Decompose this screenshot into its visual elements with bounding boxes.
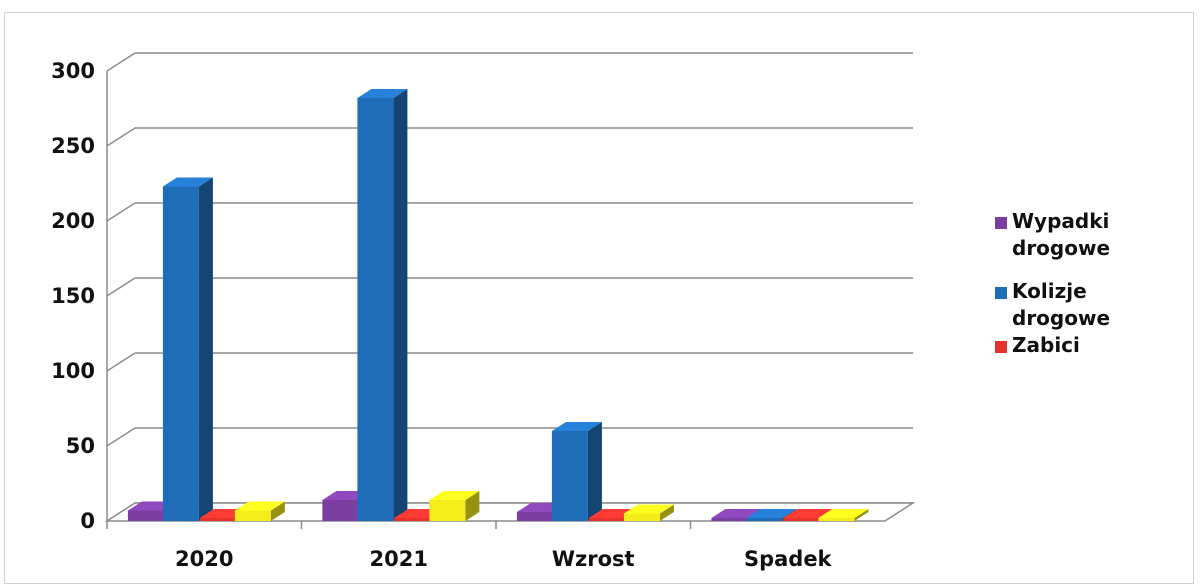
y-tick-label: 300 xyxy=(51,59,95,83)
bar-side xyxy=(270,501,285,521)
bar-front xyxy=(783,518,820,521)
x-category-label: 2021 xyxy=(370,547,428,571)
legend-item: Kolizje drogowe xyxy=(995,278,1182,332)
chart-frame xyxy=(4,12,1194,584)
legend-swatch xyxy=(995,341,1007,353)
x-category-label: 2020 xyxy=(175,547,233,571)
bar xyxy=(623,504,674,521)
bar-front xyxy=(711,518,748,521)
gridline-side xyxy=(106,352,136,372)
bar-side xyxy=(659,504,674,521)
y-tick-label: 200 xyxy=(51,209,95,233)
legend-label: Wypadki drogowe xyxy=(1012,209,1111,260)
gridline-side xyxy=(106,202,136,222)
y-tick-label: 100 xyxy=(51,359,95,383)
bar-front xyxy=(588,518,625,521)
bar-front xyxy=(234,510,271,521)
y-tick-label: 0 xyxy=(80,509,95,533)
bar-side xyxy=(854,509,869,521)
bar-front xyxy=(429,500,466,521)
bar-top xyxy=(162,177,213,187)
bar-front xyxy=(623,513,660,521)
bar xyxy=(818,509,869,521)
gridline-side xyxy=(106,127,136,147)
bar xyxy=(234,501,285,521)
bar-side xyxy=(587,422,602,521)
bar-top xyxy=(429,491,480,500)
bar-top xyxy=(551,422,602,431)
bar-front xyxy=(199,518,236,521)
y-tick-label: 250 xyxy=(51,134,95,158)
gridline-side xyxy=(106,277,136,297)
x-category-label: Wzrost xyxy=(552,547,635,571)
bar-side xyxy=(465,491,480,521)
legend-item: Wypadki drogowe xyxy=(995,208,1182,262)
bar-top xyxy=(783,509,834,518)
bar xyxy=(162,177,213,521)
bar-front xyxy=(127,510,164,521)
legend-label: Zabici xyxy=(1012,333,1080,357)
legend-item: Zabici xyxy=(995,332,1182,359)
gridline-side xyxy=(106,427,136,447)
bar-front xyxy=(746,518,783,521)
bar-front xyxy=(322,500,359,521)
bar-front xyxy=(818,518,855,521)
bar-front xyxy=(162,186,199,521)
gridline-side xyxy=(106,52,136,72)
y-tick-label: 50 xyxy=(66,434,95,458)
bar-front xyxy=(551,431,588,521)
bar-side xyxy=(198,177,213,521)
legend-swatch xyxy=(995,217,1007,229)
bar-side xyxy=(393,89,408,521)
bar-front xyxy=(357,98,394,521)
bar-top xyxy=(746,509,797,518)
bar xyxy=(551,422,602,521)
bar-top xyxy=(623,504,674,514)
bar-front xyxy=(394,518,431,521)
bar-top xyxy=(234,501,285,511)
bar-top xyxy=(357,89,408,98)
bar-front xyxy=(516,512,553,521)
bar xyxy=(429,491,480,521)
y-tick-label: 150 xyxy=(51,284,95,308)
bar-top xyxy=(711,509,762,518)
legend-swatch xyxy=(995,287,1007,299)
legend-label: Kolizje drogowe xyxy=(1012,279,1111,330)
x-category-label: Spadek xyxy=(744,547,833,571)
bar-top xyxy=(818,509,869,518)
bar xyxy=(357,89,408,521)
